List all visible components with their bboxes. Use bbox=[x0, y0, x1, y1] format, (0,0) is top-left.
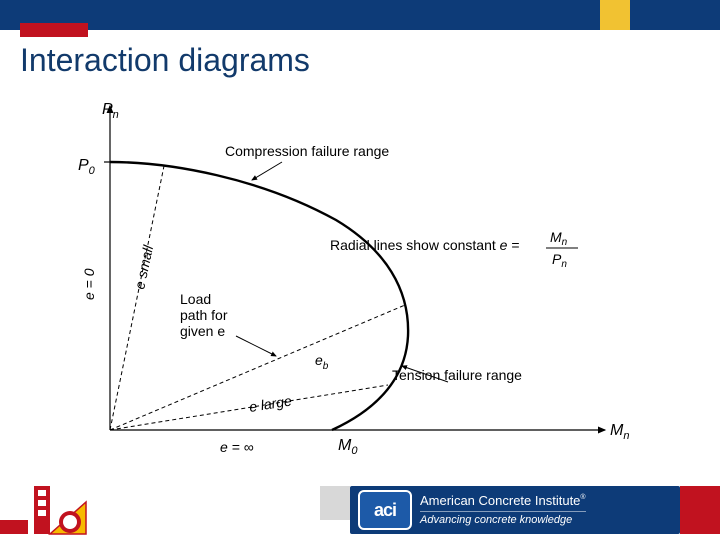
page-title: Interaction diagrams bbox=[20, 42, 310, 79]
header-accent bbox=[600, 0, 630, 30]
tension-label: Tension failure range bbox=[392, 367, 522, 383]
ibst-logo bbox=[28, 482, 92, 538]
footer-right-red bbox=[680, 486, 720, 534]
registered-icon: ® bbox=[580, 494, 585, 501]
e-zero-label: e = 0 bbox=[81, 268, 97, 300]
e-inf-label: e = ∞ bbox=[220, 439, 254, 455]
load-path-label: Load path for given e bbox=[180, 291, 231, 339]
e-large-label: e large bbox=[248, 392, 293, 415]
e-small-label: e small bbox=[131, 243, 156, 291]
compression-label: Compression failure range bbox=[225, 143, 389, 159]
interaction-curve bbox=[110, 162, 408, 430]
m0-label: M0 bbox=[338, 437, 358, 457]
dash-e-small bbox=[110, 166, 164, 430]
arrow-loadpath bbox=[236, 336, 276, 356]
aci-footer: aci American Concrete Institute® Advanci… bbox=[350, 486, 680, 534]
arrow-compression bbox=[252, 162, 282, 180]
eb-label: eb bbox=[315, 352, 329, 372]
p0-label: P0 bbox=[78, 157, 96, 177]
aci-text: American Concrete Institute® Advancing c… bbox=[420, 494, 586, 527]
radial-label: Radial lines show constant e = Mn Pn bbox=[330, 229, 578, 270]
aci-line1: American Concrete Institute bbox=[420, 493, 580, 508]
svg-text:Radial lines show constant e =: Radial lines show constant e = bbox=[330, 237, 520, 253]
aci-badge-icon: aci bbox=[358, 490, 412, 530]
x-axis-label: Mn bbox=[610, 422, 629, 442]
header-red-block bbox=[20, 23, 88, 37]
footer-gray-block bbox=[320, 486, 350, 520]
svg-text:Mn: Mn bbox=[550, 229, 568, 248]
aci-line2: Advancing concrete knowledge bbox=[420, 511, 586, 527]
footer: aci American Concrete Institute® Advanci… bbox=[0, 480, 720, 540]
footer-left-red bbox=[0, 520, 28, 534]
svg-text:Pn: Pn bbox=[552, 251, 567, 270]
interaction-diagram: Pn Mn P0 M0 e = 0 e small eb e large e =… bbox=[50, 100, 650, 460]
